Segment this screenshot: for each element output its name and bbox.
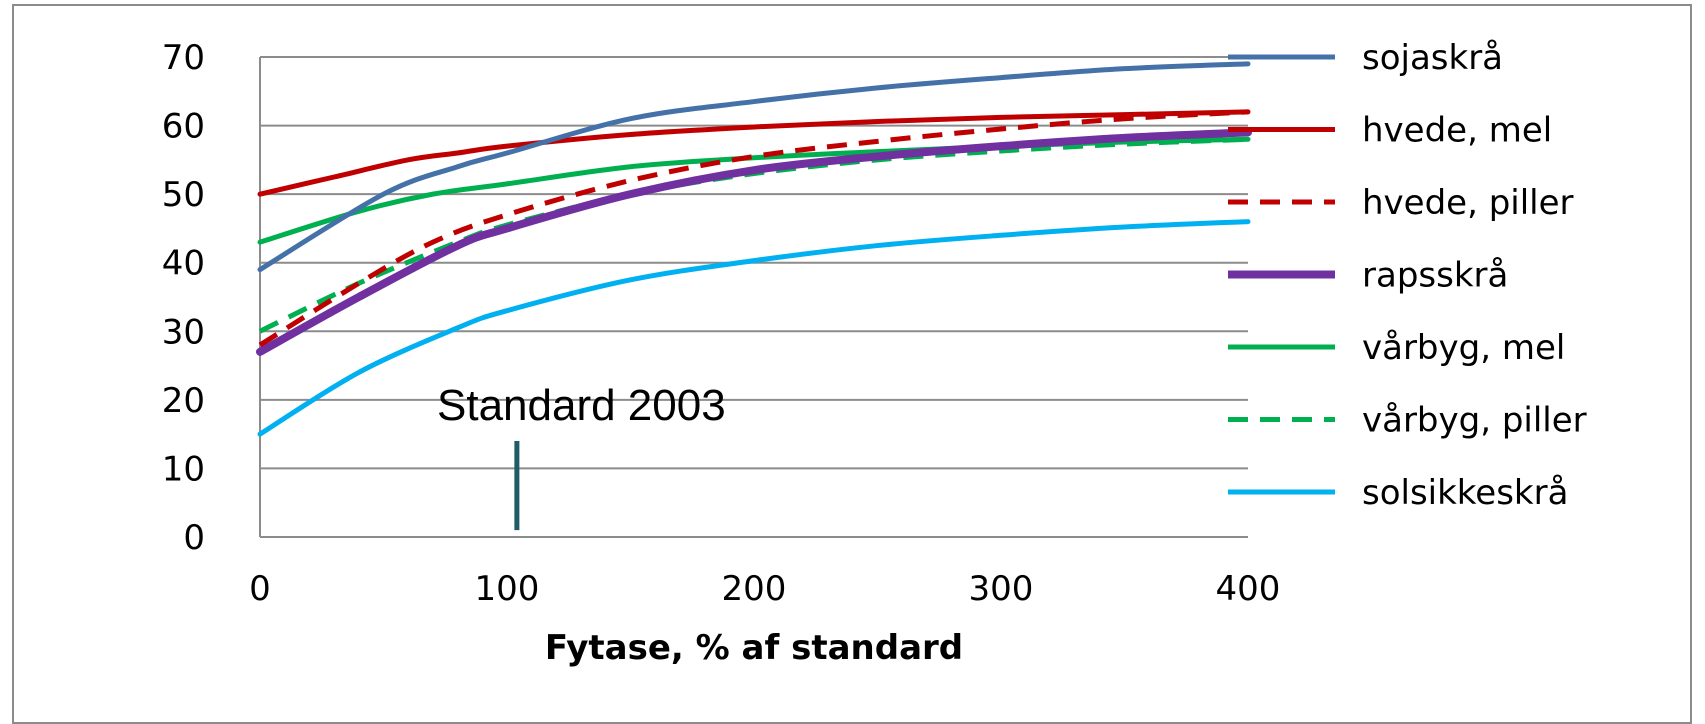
legend-label-v-rbyg-piller: vårbyg, piller — [1362, 401, 1587, 441]
y-tick-50: 50 — [162, 175, 205, 215]
series-lines — [256, 61, 1252, 437]
legend-label-sojaskr: sojaskrå — [1362, 38, 1503, 78]
x-axis-label: Fytase, % af standard — [545, 628, 963, 668]
series-line-hvede-mel — [257, 109, 1251, 197]
y-tick-0: 0 — [183, 518, 205, 558]
series-line-sojaskr — [257, 61, 1251, 273]
y-tick-70: 70 — [162, 38, 205, 78]
legend-label-hvede-mel: hvede, mel — [1362, 111, 1552, 151]
line-chart: 0 10 20 30 40 50 60 70 0 100 200 300 400 Standard 2… — [162, 38, 1587, 668]
y-tick-30: 30 — [162, 312, 205, 352]
x-tick-400: 400 — [1216, 569, 1281, 609]
legend-label-v-rbyg-mel: vårbyg, mel — [1362, 328, 1565, 368]
x-tick-0: 0 — [249, 569, 271, 609]
y-tick-20: 20 — [162, 381, 205, 421]
x-tick-300: 300 — [969, 569, 1034, 609]
x-tick-200: 200 — [722, 569, 787, 609]
series-line-solsikkeskr — [257, 219, 1251, 437]
y-tick-40: 40 — [162, 244, 205, 284]
legend-label-hvede-piller: hvede, piller — [1362, 183, 1574, 223]
axes — [259, 57, 1248, 538]
series-line-hvede-piller — [258, 109, 1249, 348]
x-tick-100: 100 — [475, 569, 540, 609]
legend: sojaskrå hvede, mel hvede, piller rapsskrå v… — [1228, 38, 1587, 513]
standard-annotation: Standard 2003 — [437, 381, 726, 531]
y-tick-labels: 0 10 20 30 40 50 60 70 — [162, 38, 205, 558]
x-tick-labels: 0 100 200 300 400 — [249, 569, 1280, 609]
legend-label-solsikkeskr: solsikkeskrå — [1362, 473, 1568, 513]
legend-label-rapsskr: rapsskrå — [1362, 256, 1508, 296]
annotation-label: Standard 2003 — [437, 381, 726, 430]
series-line-rapsskr — [256, 128, 1252, 356]
y-tick-10: 10 — [162, 449, 205, 489]
y-tick-60: 60 — [162, 107, 205, 147]
